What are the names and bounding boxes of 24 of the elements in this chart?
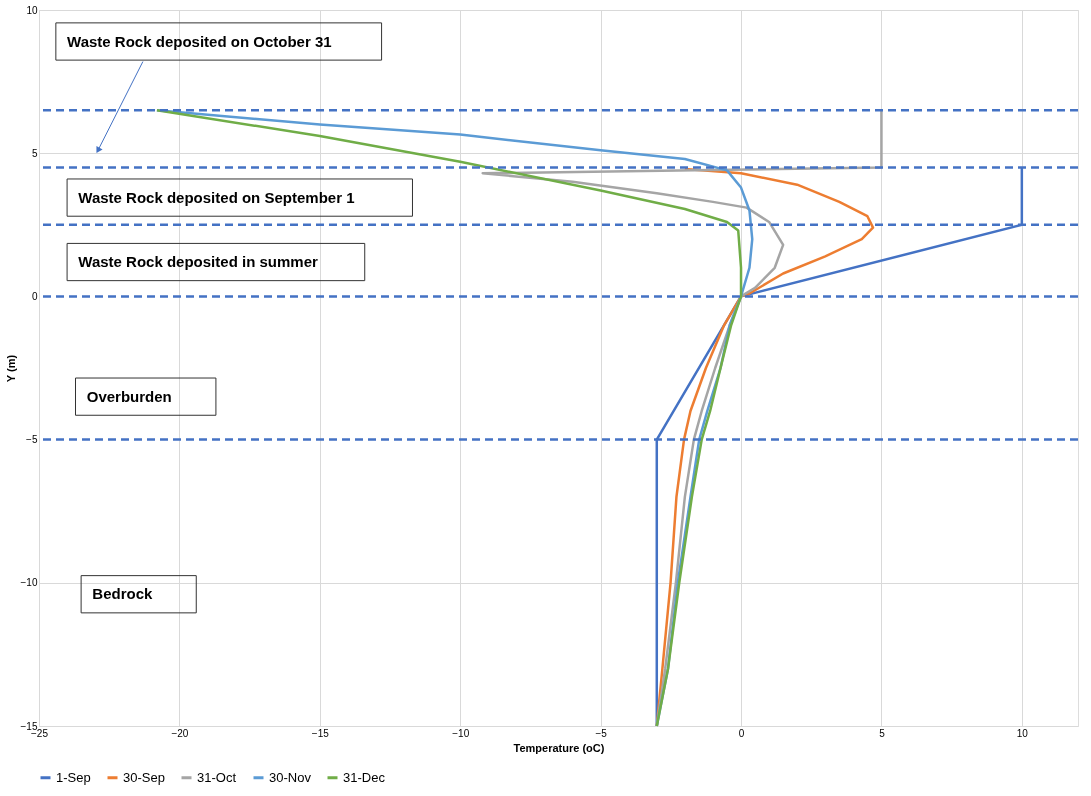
annotation: Waste Rock deposited on October 31	[67, 32, 332, 50]
x-axis-title: Temperature (oC)	[513, 741, 605, 754]
legend-label: 30-Nov	[269, 769, 312, 785]
legend-label: 31-Dec	[343, 769, 386, 785]
annotation: Bedrock	[92, 585, 154, 603]
y-axis-title: Y (m)	[4, 354, 17, 383]
y-tick-label: −10	[20, 577, 38, 589]
legend-label: 30-Sep	[123, 769, 165, 785]
annotation: Waste Rock deposited in summer	[78, 253, 318, 271]
x-tick-label: −15	[311, 727, 330, 739]
legend-label: 1-Sep	[56, 769, 91, 785]
x-tick-label: 0	[738, 727, 745, 739]
y-tick-label: 0	[31, 290, 38, 302]
x-tick-label: 10	[1016, 727, 1029, 739]
x-tick-label: −10	[452, 727, 470, 739]
x-tick-label: 5	[879, 727, 886, 739]
y-tick-label: −5	[26, 434, 38, 446]
x-tick-label: −5	[595, 727, 608, 739]
legend-label: 31-Oct	[197, 769, 237, 785]
annotation: Waste Rock deposited on September 1	[78, 188, 355, 206]
x-tick-label: −20	[171, 727, 189, 739]
y-tick-label: 5	[31, 147, 38, 159]
annotation: Overburden	[86, 387, 172, 405]
y-tick-label: 10	[26, 4, 38, 16]
